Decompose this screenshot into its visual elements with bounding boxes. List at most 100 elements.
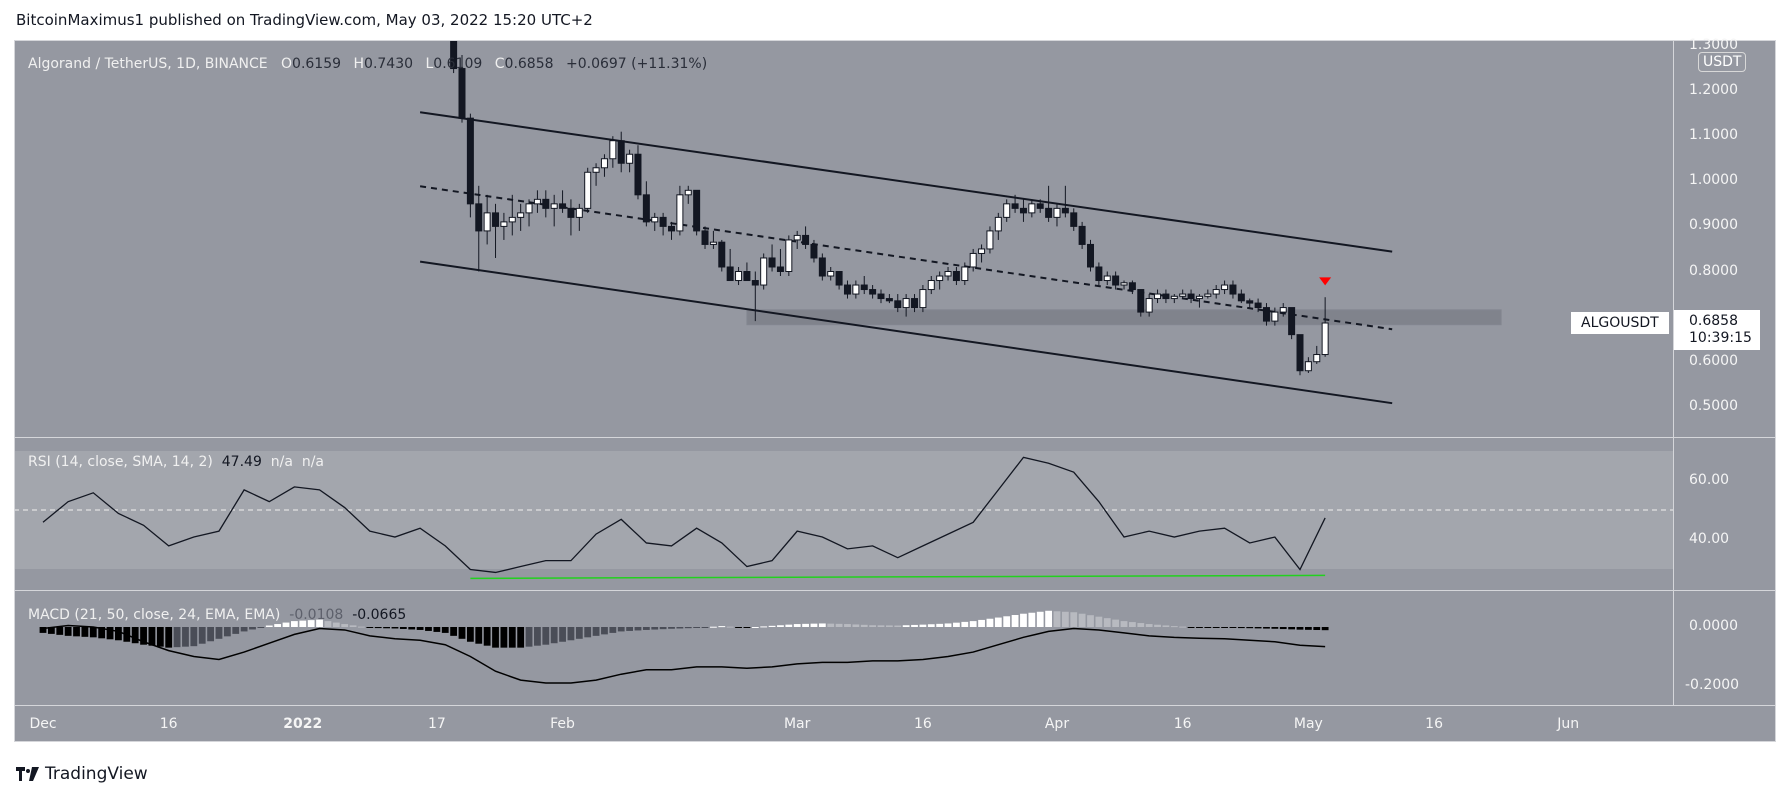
candle-down bbox=[642, 194, 650, 223]
macd-histogram-bar bbox=[525, 627, 533, 647]
candle-down bbox=[1112, 275, 1120, 286]
candle-up bbox=[676, 194, 684, 232]
time-tick: 2022 bbox=[283, 716, 323, 732]
macd-tick: -0.2000 bbox=[1685, 677, 1740, 693]
macd-histogram-bar bbox=[1246, 627, 1254, 629]
macd-histogram-bar bbox=[341, 624, 349, 627]
channel-middle-line bbox=[419, 185, 1393, 331]
macd-histogram-bar bbox=[399, 627, 407, 629]
time-tick: 16 bbox=[159, 716, 178, 732]
macd-tick: 0.0000 bbox=[1689, 618, 1738, 634]
macd-histogram-bar bbox=[1212, 627, 1220, 628]
candle-up bbox=[1053, 207, 1061, 218]
candle-down bbox=[1229, 284, 1237, 295]
macd-histogram-bar bbox=[1053, 611, 1061, 627]
macd-histogram-bar bbox=[466, 627, 474, 642]
candle-up bbox=[852, 284, 860, 295]
macd-histogram-bar bbox=[651, 627, 659, 630]
macd-histogram-bar bbox=[927, 624, 935, 627]
macd-histogram-bar bbox=[332, 622, 340, 627]
candle-down bbox=[1045, 207, 1053, 218]
tradingview-logo[interactable]: TradingView bbox=[16, 764, 148, 784]
macd-histogram-bar bbox=[668, 627, 675, 629]
candle-up bbox=[919, 289, 927, 309]
candle-up bbox=[1221, 284, 1229, 291]
macd-histogram-bar bbox=[349, 625, 357, 627]
macd-histogram-bar bbox=[441, 627, 449, 633]
candle-up bbox=[944, 271, 952, 277]
macd-histogram-bar bbox=[869, 625, 877, 627]
macd-histogram-bar bbox=[1313, 627, 1321, 631]
symbol-tag: ALGOUSDT bbox=[1571, 312, 1669, 334]
macd-histogram-bar bbox=[215, 627, 223, 639]
candle-up bbox=[525, 203, 533, 214]
macd-histogram-bar bbox=[777, 625, 784, 627]
macd-histogram-bar bbox=[374, 627, 382, 629]
macd-histogram-bar bbox=[98, 627, 106, 639]
candle-up bbox=[760, 257, 768, 286]
macd-histogram-bar bbox=[634, 627, 642, 631]
macd-histogram-bar bbox=[249, 627, 256, 630]
macd-histogram-bar bbox=[743, 627, 751, 628]
candle-up bbox=[1279, 307, 1287, 313]
time-tick: 17 bbox=[427, 716, 446, 732]
chart-border bbox=[14, 40, 1776, 742]
time-tick: Feb bbox=[550, 716, 575, 732]
macd-histogram-bar bbox=[559, 627, 566, 642]
macd-histogram-bar bbox=[257, 627, 265, 628]
macd-histogram-bar bbox=[1196, 627, 1203, 628]
currency-button[interactable]: USDT bbox=[1698, 52, 1747, 72]
macd-histogram-bar bbox=[793, 624, 801, 627]
tradingview-logo-icon bbox=[16, 767, 39, 781]
macd-pane bbox=[39, 610, 1329, 684]
candle-up bbox=[1170, 295, 1178, 300]
time-tick: Mar bbox=[783, 716, 811, 732]
candle-down bbox=[1262, 307, 1270, 322]
candle-up bbox=[500, 221, 508, 227]
last-price-tag: 0.6858 10:39:15 bbox=[1674, 310, 1760, 350]
candle-down bbox=[542, 198, 550, 209]
macd-histogram-bar bbox=[56, 627, 64, 635]
macd-histogram-bar bbox=[64, 627, 72, 636]
macd-histogram-bar bbox=[81, 627, 89, 637]
macd-histogram-bar bbox=[827, 623, 835, 627]
candle-down bbox=[450, 40, 458, 70]
brand-name: TradingView bbox=[45, 764, 148, 784]
candle-down bbox=[1011, 203, 1019, 209]
candle-down bbox=[1246, 300, 1254, 304]
macd-histogram-bar bbox=[718, 626, 726, 628]
macd-histogram-bar bbox=[953, 622, 960, 627]
macd-histogram-bar bbox=[1095, 616, 1103, 627]
macd-histogram-bar bbox=[911, 624, 918, 627]
macd-histogram-bar bbox=[500, 627, 508, 648]
candle-down bbox=[877, 293, 885, 300]
macd-histogram-bar bbox=[1070, 612, 1078, 627]
candle-up bbox=[1179, 293, 1187, 297]
macd-histogram-bar bbox=[710, 626, 717, 628]
candle-up bbox=[1154, 293, 1162, 300]
candle-up bbox=[533, 198, 541, 205]
macd-histogram-bar bbox=[517, 627, 525, 648]
macd-histogram-bar bbox=[1162, 625, 1170, 627]
candle-up bbox=[1204, 293, 1212, 297]
candle-down bbox=[559, 203, 567, 209]
macd-histogram-bar bbox=[969, 621, 977, 627]
time-tick: May bbox=[1293, 716, 1323, 732]
macd-histogram-bar bbox=[475, 627, 483, 644]
candle-down bbox=[693, 189, 701, 232]
candle-down bbox=[1296, 334, 1304, 372]
candle-up bbox=[936, 275, 944, 282]
candle-down bbox=[768, 257, 776, 268]
macd-histogram-bar bbox=[324, 621, 332, 627]
macd-histogram-bar bbox=[492, 627, 499, 648]
candle-down bbox=[776, 266, 784, 272]
rsi-line bbox=[42, 456, 1326, 574]
time-tick: 16 bbox=[1173, 716, 1192, 732]
macd-histogram-bar bbox=[684, 627, 692, 629]
macd-histogram-bar bbox=[961, 621, 969, 627]
candle-down bbox=[843, 284, 851, 295]
candle-down bbox=[751, 280, 759, 286]
candle-up bbox=[827, 271, 835, 277]
candle-down bbox=[869, 289, 877, 295]
